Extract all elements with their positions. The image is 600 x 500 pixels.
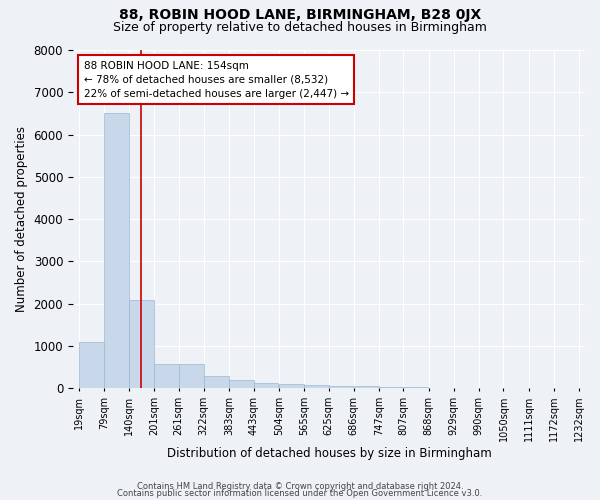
Text: Size of property relative to detached houses in Birmingham: Size of property relative to detached ho…	[113, 21, 487, 34]
Bar	[104, 114, 128, 388]
Text: 88 ROBIN HOOD LANE: 154sqm
← 78% of detached houses are smaller (8,532)
22% of s: 88 ROBIN HOOD LANE: 154sqm ← 78% of deta…	[83, 60, 349, 98]
Bar	[229, 380, 254, 388]
Bar	[354, 386, 379, 388]
Bar	[154, 364, 179, 388]
Bar	[79, 342, 104, 388]
Y-axis label: Number of detached properties: Number of detached properties	[15, 126, 28, 312]
Text: 88, ROBIN HOOD LANE, BIRMINGHAM, B28 0JX: 88, ROBIN HOOD LANE, BIRMINGHAM, B28 0JX	[119, 8, 481, 22]
Text: Contains HM Land Registry data © Crown copyright and database right 2024.: Contains HM Land Registry data © Crown c…	[137, 482, 463, 491]
Bar	[279, 384, 304, 388]
Bar	[129, 300, 154, 388]
Bar	[304, 385, 329, 388]
Bar	[379, 386, 404, 388]
Bar	[204, 376, 229, 388]
Bar	[254, 383, 278, 388]
X-axis label: Distribution of detached houses by size in Birmingham: Distribution of detached houses by size …	[167, 447, 491, 460]
Text: Contains public sector information licensed under the Open Government Licence v3: Contains public sector information licen…	[118, 489, 482, 498]
Bar	[404, 387, 428, 388]
Bar	[179, 364, 203, 388]
Bar	[329, 386, 353, 388]
